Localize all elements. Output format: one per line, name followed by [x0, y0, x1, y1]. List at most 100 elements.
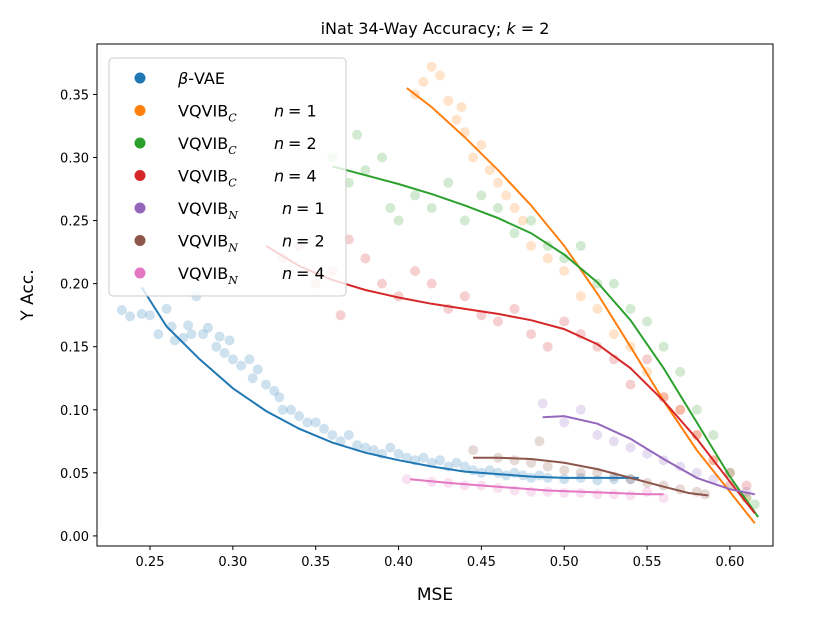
legend-label: VQVIBN [178, 232, 238, 255]
data-point [575, 488, 586, 498]
legend-label: β-VAE [177, 69, 225, 88]
legend-n-value: = 4 [296, 264, 325, 283]
data-point [559, 316, 570, 327]
legend-marker [134, 202, 146, 214]
data-point [625, 442, 636, 453]
data-point [319, 423, 329, 434]
legend-main: VQVIB [178, 232, 228, 251]
legend-n-value: = 2 [288, 134, 317, 153]
data-point [211, 341, 222, 352]
plot-frame [96, 43, 774, 547]
y-tick-label: 0.00 [60, 530, 89, 545]
legend-marker [134, 137, 146, 149]
data-point [658, 493, 669, 504]
data-point [418, 452, 429, 463]
legend-main: VQVIB [178, 102, 228, 121]
data-point [426, 61, 437, 72]
data-point [360, 442, 371, 453]
legend-symbol: β [177, 69, 188, 88]
x-tick-label: 0.55 [633, 555, 662, 570]
legend-n-value: = 1 [296, 199, 325, 218]
x-axis: 0.25 0.30 0.35 0.40 0.45 0.50 0.55 0.60 [136, 546, 744, 570]
data-point [227, 354, 238, 365]
data-point [219, 348, 230, 358]
data-point [642, 354, 653, 365]
data-point [145, 310, 155, 321]
data-point [509, 303, 520, 314]
data-point [166, 321, 177, 332]
legend-subscript: N [227, 242, 238, 255]
data-point [724, 467, 735, 478]
data-point [575, 240, 586, 251]
data-point [517, 215, 528, 226]
trend-lines [140, 87, 759, 524]
data-point [410, 266, 421, 276]
data-point [468, 445, 479, 456]
data-point [401, 474, 412, 485]
data-point [537, 398, 548, 409]
legend-main: VQVIB [178, 167, 228, 186]
legend-label: VQVIBC [178, 134, 237, 157]
data-point [493, 177, 503, 188]
legend-subscript: C [228, 112, 237, 125]
y-tick-label: 0.35 [60, 88, 89, 103]
data-point [509, 455, 520, 466]
data-point [247, 373, 258, 384]
data-point [608, 278, 619, 289]
data-point [418, 76, 429, 87]
data-point [456, 102, 467, 113]
trend-line-3 [265, 244, 756, 514]
data-point [401, 452, 412, 463]
data-point [575, 291, 586, 302]
data-point [302, 417, 313, 428]
legend-subscript: N [227, 209, 238, 222]
data-point [592, 341, 603, 352]
data-point [542, 486, 553, 497]
data-point [526, 457, 537, 468]
data-point [198, 329, 208, 340]
legend-n-value: = 4 [288, 167, 317, 186]
trend-line-6 [410, 478, 664, 496]
legend-main: VQVIB [178, 264, 228, 283]
data-point [393, 448, 404, 459]
legend-marker [134, 170, 146, 181]
data-point [526, 329, 537, 340]
legend-subscript: C [228, 144, 237, 157]
chart-title-main: iNat 34-Way Accuracy; [321, 19, 507, 38]
data-point [161, 303, 172, 314]
legend-marker [134, 105, 146, 116]
legend-label: VQVIBC [178, 167, 237, 190]
data-point [542, 461, 553, 472]
data-point [559, 465, 570, 476]
data-point [575, 467, 586, 478]
y-tick-label: 0.15 [60, 341, 89, 356]
data-point [153, 329, 164, 340]
y-tick-label: 0.05 [60, 467, 89, 482]
data-point [360, 165, 371, 176]
series-points-5 [468, 436, 711, 500]
data-point [443, 95, 454, 106]
data-point [435, 455, 445, 466]
data-point [501, 190, 512, 201]
data-point [224, 335, 235, 346]
data-point [426, 203, 437, 213]
data-point [708, 430, 719, 440]
data-point [269, 385, 280, 396]
legend-main: -VAE [188, 69, 225, 88]
data-point [625, 303, 636, 314]
data-point [741, 480, 752, 491]
data-point [608, 489, 619, 500]
data-point [592, 430, 603, 440]
data-point [625, 379, 636, 390]
x-tick-label: 0.60 [715, 555, 744, 570]
data-point [214, 331, 225, 342]
data-point [377, 278, 387, 289]
data-point [642, 316, 653, 327]
data-point [244, 354, 255, 365]
data-point [493, 467, 503, 478]
data-point [559, 488, 570, 498]
data-point [484, 165, 495, 176]
data-point [443, 177, 454, 188]
data-point [592, 489, 603, 500]
